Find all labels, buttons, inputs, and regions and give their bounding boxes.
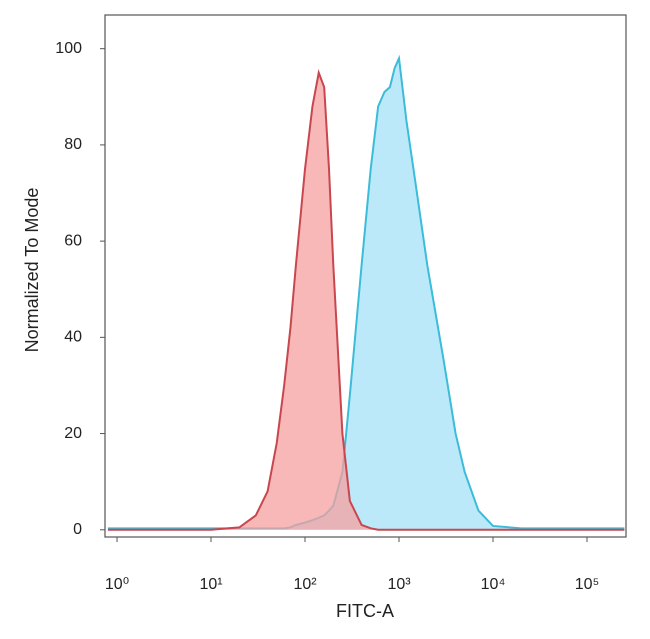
x-tick-label: 10¹: [199, 576, 222, 593]
y-tick-label: 40: [64, 329, 82, 346]
x-tick-label: 10⁴: [481, 576, 506, 593]
x-tick-label: 10³: [387, 576, 411, 593]
y-tick-label: 80: [64, 136, 82, 153]
histogram-line: [107, 69, 625, 531]
y-tick-label: 0: [73, 521, 82, 538]
y-tick-label: 60: [64, 232, 82, 249]
x-tick-label: 10⁰: [105, 576, 129, 593]
x-tick-label: 10²: [293, 576, 317, 593]
x-tick-label: 10⁵: [575, 576, 599, 593]
plot-area: [107, 54, 625, 531]
area: [107, 58, 625, 530]
plot-frame: [104, 14, 627, 538]
x-axis-label: FITC-A: [336, 601, 394, 621]
y-tick-label: 100: [55, 40, 82, 57]
y-tick-label: 20: [64, 425, 82, 442]
y-axis-label: Normalized To Mode: [22, 188, 42, 353]
